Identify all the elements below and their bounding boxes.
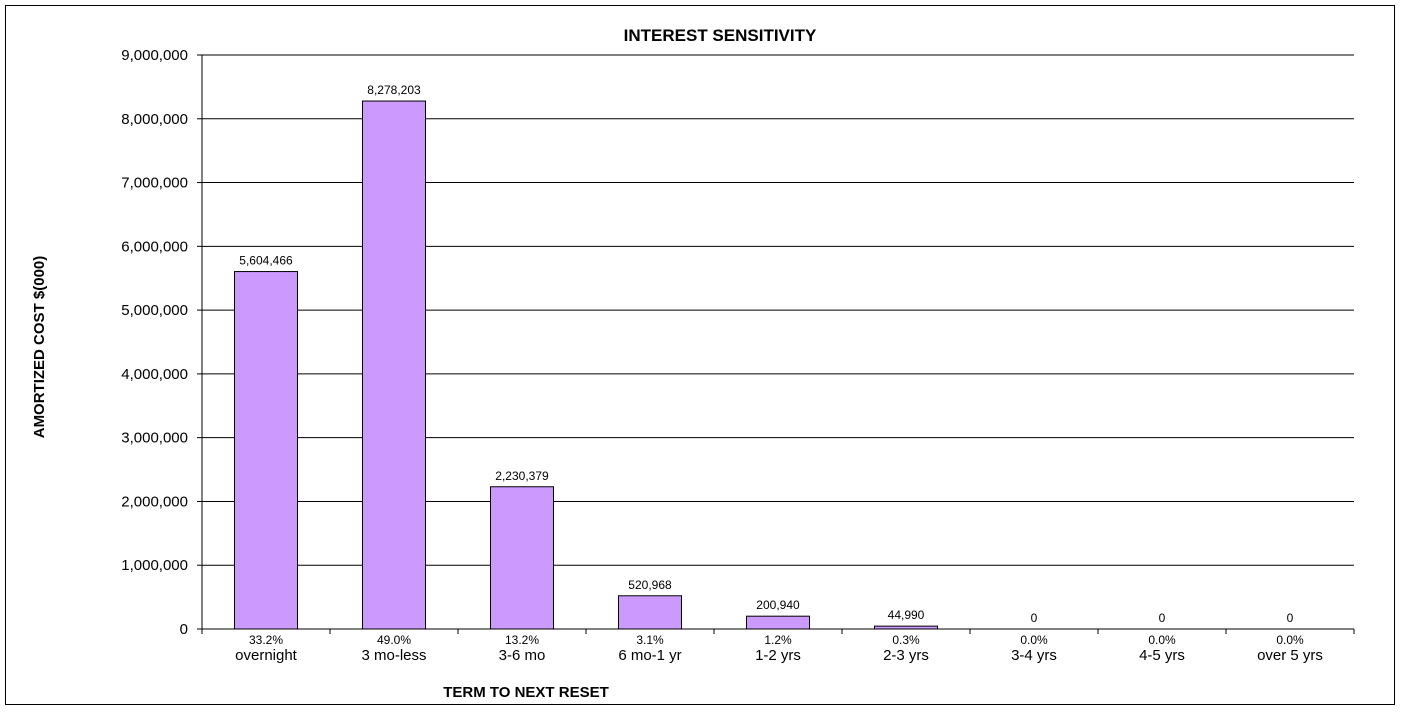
bar bbox=[362, 100, 426, 630]
x-tick-label: 3-6 mo bbox=[499, 647, 546, 664]
data-label: 200,940 bbox=[756, 598, 800, 612]
percent-label: 0.3% bbox=[892, 633, 920, 647]
x-tick-label: overnight bbox=[235, 647, 298, 664]
data-label: 0 bbox=[1031, 611, 1038, 625]
data-label: 520,968 bbox=[628, 578, 672, 592]
percent-label: 0.0% bbox=[1276, 633, 1304, 647]
bar bbox=[490, 486, 554, 630]
data-label: 0 bbox=[1287, 611, 1294, 625]
chart-title: INTEREST SENSITIVITY bbox=[624, 26, 817, 45]
data-label: 0 bbox=[1159, 611, 1166, 625]
bar bbox=[746, 615, 810, 630]
percent-label: 1.2% bbox=[764, 633, 792, 647]
data-label: 44,990 bbox=[888, 608, 925, 622]
x-axis-label: TERM TO NEXT RESET bbox=[443, 684, 609, 701]
x-tick-label: over 5 yrs bbox=[1257, 647, 1323, 664]
y-tick-label: 6,000,000 bbox=[121, 238, 188, 255]
percent-label: 0.0% bbox=[1148, 633, 1176, 647]
bars-group bbox=[234, 100, 938, 630]
y-axis-label: AMORTIZED COST $(000) bbox=[31, 256, 48, 439]
bar bbox=[618, 595, 682, 630]
percent-label: 33.2% bbox=[249, 633, 283, 647]
y-tick-label: 8,000,000 bbox=[121, 111, 188, 128]
labels-group: 0 1,000,000 2,000,000 3,000,000 4,000,000 5,0… bbox=[121, 47, 1323, 664]
y-tick-label: 7,000,000 bbox=[121, 175, 188, 192]
percent-label: 49.0% bbox=[377, 633, 411, 647]
percent-label: 13.2% bbox=[505, 633, 539, 647]
y-tick-label: 4,000,000 bbox=[121, 366, 188, 383]
data-label: 2,230,379 bbox=[495, 469, 549, 483]
x-tick-label: 3-4 yrs bbox=[1011, 647, 1057, 664]
x-tick-label: 4-5 yrs bbox=[1139, 647, 1185, 664]
axes bbox=[197, 54, 1355, 634]
data-label: 8,278,203 bbox=[367, 83, 421, 97]
y-tick-label: 9,000,000 bbox=[121, 47, 188, 64]
x-tick-label: 2-3 yrs bbox=[883, 647, 929, 664]
x-tick-label: 3 mo-less bbox=[361, 647, 426, 664]
bar bbox=[234, 271, 298, 630]
y-tick-label: 2,000,000 bbox=[121, 493, 188, 510]
x-tick-label: 6 mo-1 yr bbox=[618, 647, 681, 664]
y-tick-label: 0 bbox=[180, 621, 188, 638]
y-tick-label: 3,000,000 bbox=[121, 430, 188, 447]
y-tick-label: 1,000,000 bbox=[121, 557, 188, 574]
data-label: 5,604,466 bbox=[239, 254, 293, 268]
y-tick-label: 5,000,000 bbox=[121, 302, 188, 319]
x-tick-label: 1-2 yrs bbox=[755, 647, 801, 664]
percent-label: 0.0% bbox=[1020, 633, 1048, 647]
percent-label: 3.1% bbox=[636, 633, 664, 647]
